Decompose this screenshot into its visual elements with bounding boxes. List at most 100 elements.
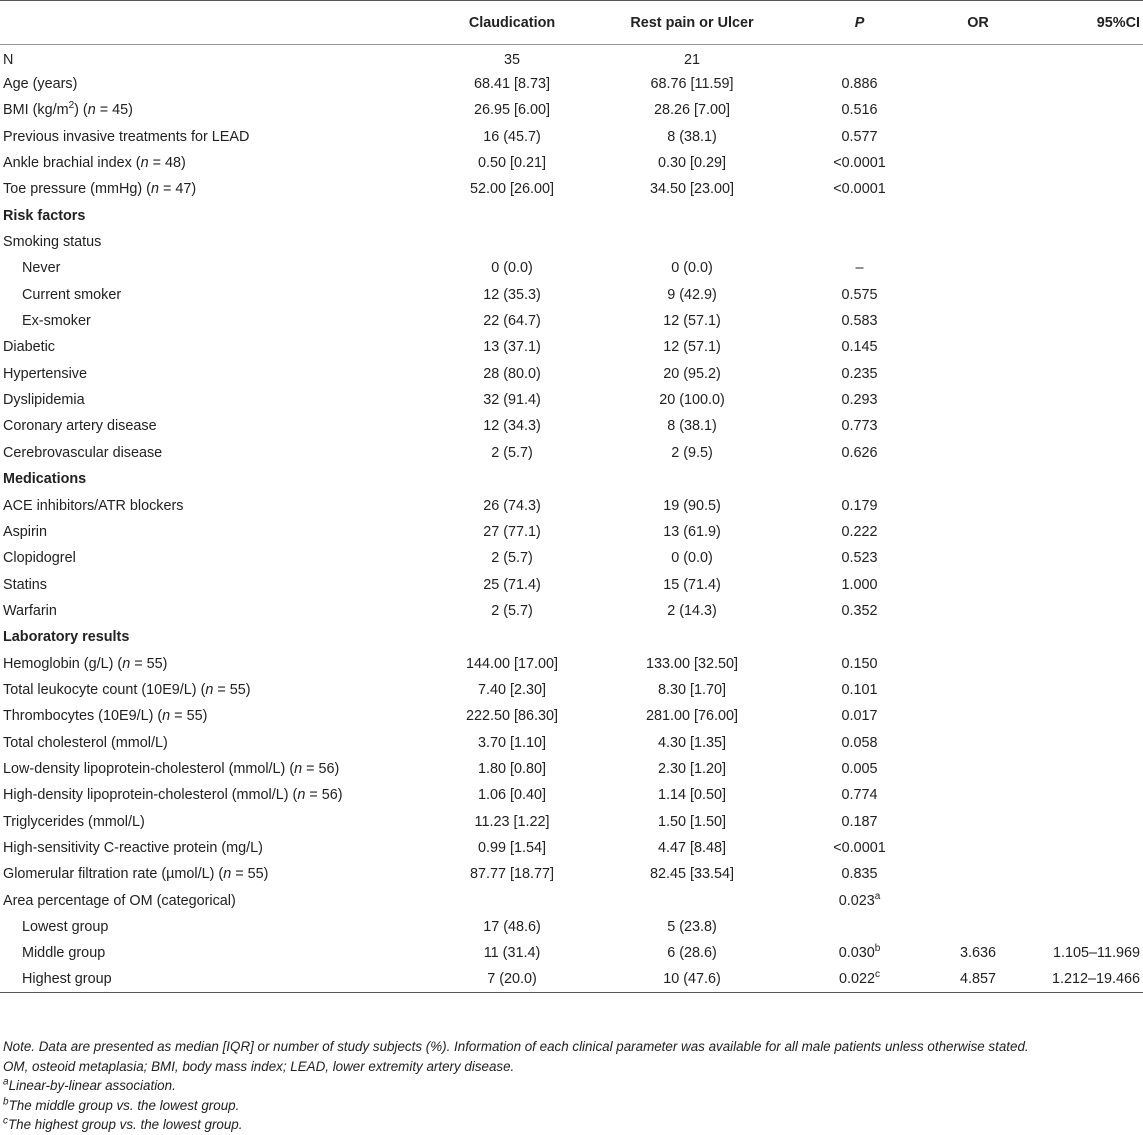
table-row: Low-density lipoprotein-cholesterol (mmo… [0, 756, 1143, 782]
row-label: Total cholesterol (mmol/L) [3, 734, 168, 751]
claudication-value: 52.00 [26.00] [469, 181, 555, 198]
rest-pain-value: 133.00 [32.50] [645, 655, 739, 672]
claudication-value: 1.80 [0.80] [477, 760, 546, 777]
claudication-value: 2 (5.7) [491, 444, 533, 461]
claudication-value: 3.70 [1.10] [477, 734, 546, 751]
row-label: Previous invasive treatments for LEAD [3, 128, 250, 145]
row-label: Thrombocytes (10E9/L) (n = 55) [3, 708, 208, 725]
p-value: 0.150 [841, 655, 878, 672]
table-row: Thrombocytes (10E9/L) (n = 55) 222.50 [86… [0, 703, 1143, 729]
or-value [947, 440, 1009, 466]
ci-value [1009, 282, 1143, 308]
p-value: 0.583 [841, 313, 878, 330]
row-label: ACE inhibitors/ATR blockers [3, 497, 184, 514]
or-value [947, 413, 1009, 439]
or-value [947, 334, 1009, 360]
or-value [947, 571, 1009, 597]
footnote-b: bThe middle group vs. the lowest group. [3, 1096, 240, 1113]
table-row: High-density lipoprotein-cholesterol (mm… [0, 782, 1143, 808]
claudication-value: 11.23 [1.22] [474, 813, 550, 830]
table-row: Lowest group 17 (48.6) 5 (23.8) [0, 914, 1143, 940]
claudication-value: 68.41 [8.73] [473, 76, 550, 93]
table-body: N 35 21 Age (years) 68.41 [8.73] 68.76 [11.59… [0, 45, 1143, 994]
ci-value [1009, 229, 1143, 255]
table-row: Total cholesterol (mmol/L) 3.70 [1.10] 4.3… [0, 729, 1143, 755]
p-value: 0.145 [841, 339, 878, 356]
ci-value [1009, 440, 1143, 466]
p-value: 0.516 [841, 102, 878, 119]
header-empty [0, 0, 412, 45]
row-label: Hemoglobin (g/L) (n = 55) [3, 655, 168, 672]
ci-value: 1.105–11.969 [1053, 945, 1140, 962]
row-label: Cerebrovascular disease [3, 444, 163, 461]
row-label: Ankle brachial index (n = 48) [3, 155, 186, 172]
or-value [947, 861, 1009, 887]
or-value [947, 71, 1009, 97]
row-label: Current smoker [22, 286, 122, 303]
claudication-value: 35 [503, 51, 520, 68]
row-label: Age (years) [3, 76, 78, 93]
p-value: <0.0001 [833, 181, 886, 198]
table-row: Dyslipidemia 32 (91.4) 20 (100.0) 0.293 [0, 387, 1143, 413]
p-value: 0.774 [841, 787, 878, 804]
ci-value [1009, 835, 1143, 861]
p-value: 0.030b [838, 943, 881, 962]
or-value [947, 729, 1009, 755]
or-value [947, 519, 1009, 545]
row-label: Highest group [0, 966, 412, 994]
p-value: 0.835 [841, 866, 878, 883]
rest-pain-value: 6 (28.6) [667, 945, 717, 962]
rest-pain-value: 20 (100.0) [659, 392, 725, 409]
or-value: 3.636 [959, 945, 996, 962]
row-label: Smoking status [3, 234, 102, 251]
ci-value [1009, 255, 1143, 281]
table-row: Diabetic 13 (37.1) 12 (57.1) 0.145 [0, 334, 1143, 360]
row-label: Toe pressure (mmHg) (n = 47) [3, 181, 197, 198]
row-label: Coronary artery disease [3, 418, 157, 435]
ci-value [1009, 861, 1143, 887]
ci-value [1009, 756, 1143, 782]
p-value: 0.577 [841, 128, 878, 145]
table-row: Warfarin 2 (5.7) 2 (14.3) 0.352 [0, 598, 1143, 624]
clinical-characteristics-table: Claudication Rest pain or Ulcer P OR 95%… [0, 0, 1143, 994]
or-value: 4.857 [947, 966, 1009, 994]
table-row: Total leukocyte count (10E9/L) (n = 55) 7… [0, 677, 1143, 703]
p-value: 0.187 [841, 813, 878, 830]
claudication-value [412, 888, 612, 914]
note-main: Note. Data are presented as median [IQR]… [3, 1039, 1029, 1054]
ci-value [1009, 71, 1143, 97]
claudication-value: 12 (35.3) [483, 286, 541, 303]
rest-pain-value: 1.14 [0.50] [657, 787, 726, 804]
rest-pain-value: 82.45 [33.54] [649, 866, 735, 883]
or-value [947, 229, 1009, 255]
or-value [947, 677, 1009, 703]
p-value: 0.101 [841, 681, 878, 698]
p-value [772, 914, 947, 940]
claudication-value: 26 (74.3) [483, 497, 541, 514]
claudication-value: 0 (0.0) [491, 260, 533, 277]
or-value [947, 150, 1009, 176]
or-value [947, 282, 1009, 308]
footnote-a: aLinear-by-linear association. [3, 1076, 176, 1093]
or-value [947, 255, 1009, 281]
p-value: 0.293 [841, 392, 878, 409]
ci-value [1009, 782, 1143, 808]
table-header: Claudication Rest pain or Ulcer P OR 95%… [0, 0, 1143, 45]
p-value: 0.222 [841, 523, 878, 540]
footnote-c-text: The highest group vs. the lowest group. [8, 1117, 243, 1132]
rest-pain-value: 12 (57.1) [663, 339, 721, 356]
table-notes: Note. Data are presented as median [IQR]… [3, 1037, 1029, 1135]
table-row: Smoking status [0, 229, 1143, 255]
table-row: N 35 21 [0, 45, 1143, 71]
p-value: 0.017 [841, 708, 878, 725]
p-value: 0.005 [841, 760, 878, 777]
section-label: Medications [3, 471, 87, 488]
p-value: 0.235 [841, 365, 878, 382]
p-value: 0.523 [841, 550, 878, 567]
claudication-value: 222.50 [86.30] [465, 708, 559, 725]
p-value: 0.886 [841, 76, 878, 93]
rest-pain-value: 8 (38.1) [667, 418, 717, 435]
table-row: Age (years) 68.41 [8.73] 68.76 [11.59] 0.88… [0, 71, 1143, 97]
rest-pain-value: 68.76 [11.59] [650, 76, 734, 93]
